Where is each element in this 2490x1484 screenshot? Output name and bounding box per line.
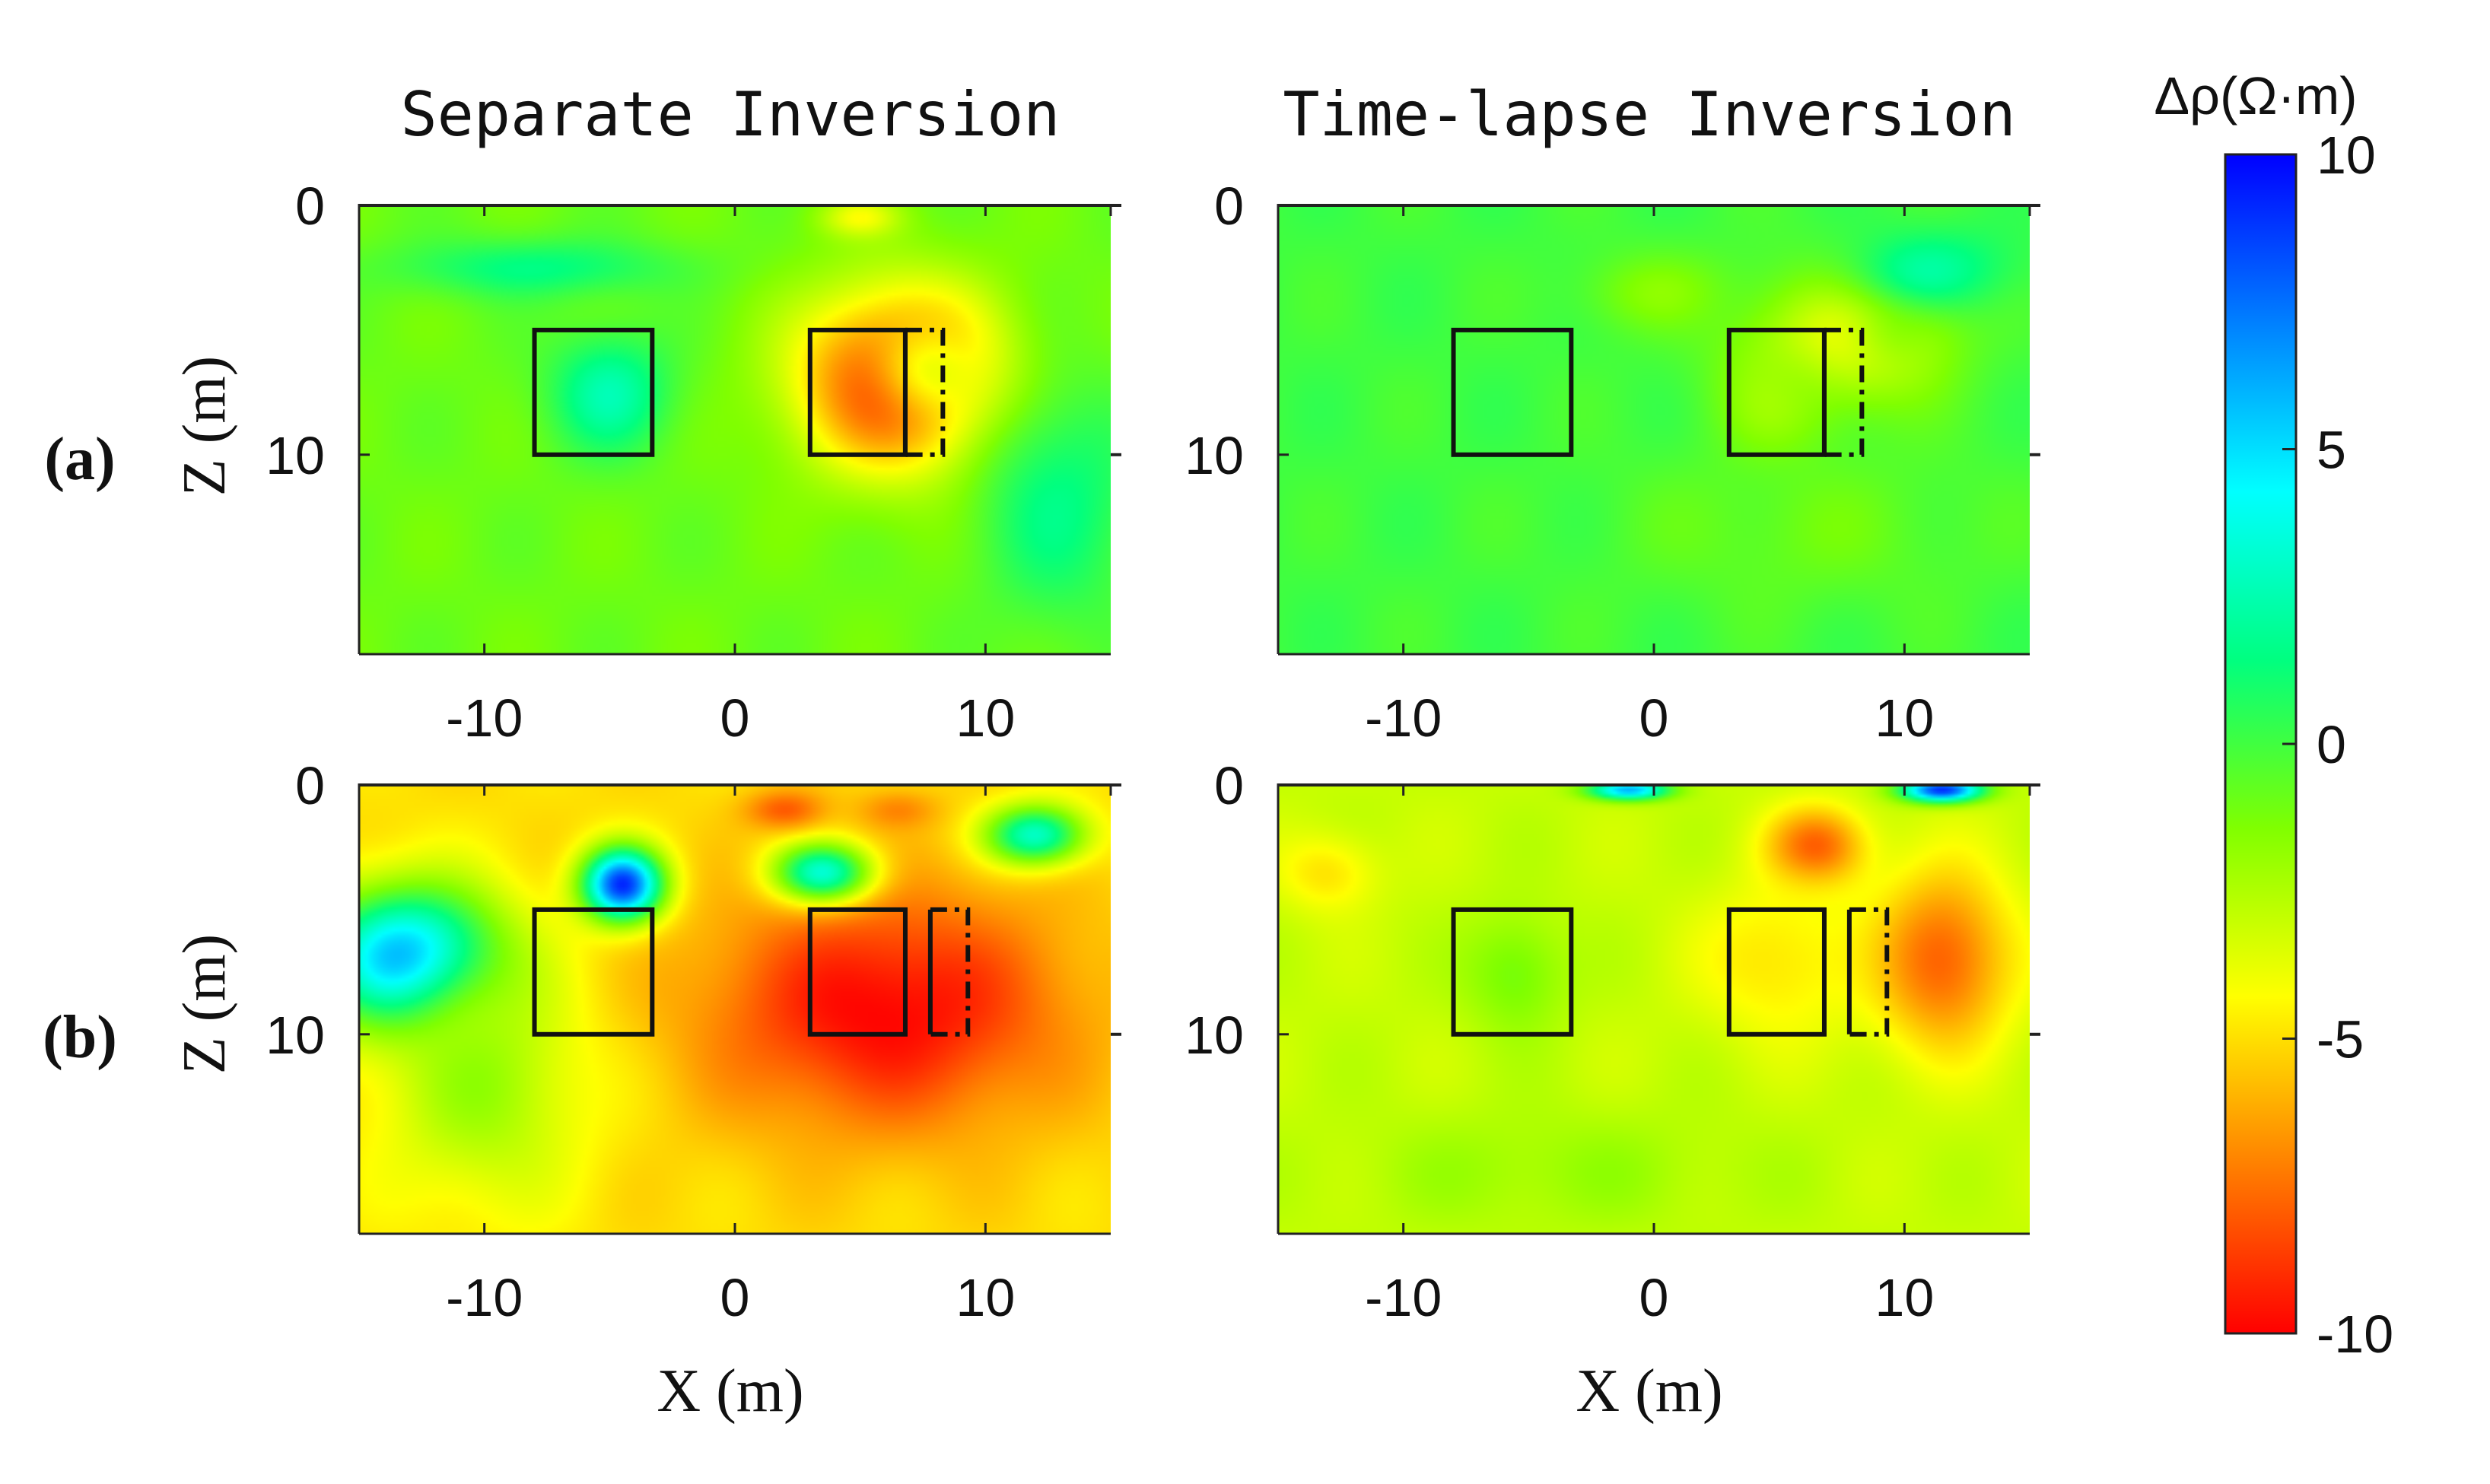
x-tick-label: -10 [1365, 688, 1442, 748]
target-box [807, 907, 908, 1037]
x-tick-label: -10 [1365, 1268, 1442, 1327]
y-axis-label-a: Z (m) [171, 356, 238, 496]
y-axis-label-b: Z (m) [171, 934, 238, 1074]
shifted-box [930, 907, 971, 1037]
x-tick-label: 0 [720, 1268, 750, 1327]
heatmap-field [1278, 785, 2030, 1234]
x-tick-label: -10 [446, 1268, 523, 1327]
colorbar-tick-label: -5 [2317, 1010, 2364, 1069]
x-tick-label: 0 [1639, 1268, 1669, 1327]
target-box [532, 907, 655, 1037]
row-label-b: (b) [43, 1004, 117, 1071]
heatmap-field [1278, 205, 2030, 654]
y-tick-label: 0 [1214, 756, 1244, 815]
heatmap-field [359, 205, 1111, 654]
colorbar-tick-label: 5 [2317, 421, 2346, 480]
shifted-box [1824, 327, 1865, 457]
y-tick-label: 0 [1214, 176, 1244, 236]
colorbar-label: Δρ(Ω·m) [2154, 66, 2357, 126]
shifted-box [905, 327, 946, 457]
y-tick-label: 10 [266, 426, 325, 485]
heatmap-field [359, 785, 1111, 1234]
x-tick-label: 10 [956, 1268, 1015, 1327]
y-tick-label: 0 [295, 176, 325, 236]
y-tick-label: 10 [1185, 1006, 1244, 1065]
x-tick-label: 0 [720, 688, 750, 748]
target-box [1726, 907, 1827, 1037]
x-axis-label-timelapse: X (m) [1576, 1358, 1722, 1425]
panel-a-separate: -10 0 10 0 10 [266, 176, 1121, 748]
x-axis-label-separate: X (m) [657, 1358, 803, 1425]
column-title-timelapse: Time-lapse Inversion [1283, 79, 2015, 150]
x-tick-label: 10 [956, 688, 1015, 748]
x-tick-label: -10 [446, 688, 523, 748]
colorbar-tick-label: -10 [2317, 1304, 2393, 1364]
y-tick-label: 10 [266, 1006, 325, 1065]
panel-b-timelapse: -10 0 10 0 10 [1185, 756, 2040, 1327]
y-tick-label: 10 [1185, 426, 1244, 485]
panel-a-timelapse: -10 0 10 0 10 [1185, 176, 2040, 748]
colorbar: Δρ(Ω·m) 10 5 0 -5 -10 [2154, 66, 2393, 1364]
x-tick-label: 10 [1875, 688, 1934, 748]
x-tick-label: 10 [1875, 1268, 1934, 1327]
colorbar-tick-label: 10 [2317, 126, 2376, 185]
target-box [532, 327, 655, 457]
panels: -10 0 10 0 10 -10 0 10 0 10 -10 0 10 0 10 -10 0 10 0 10 [266, 176, 2040, 1327]
target-box [1451, 327, 1574, 457]
panel-b-separate: -10 0 10 0 10 [266, 756, 1121, 1327]
row-label-a: (a) [44, 426, 115, 493]
shifted-box [1849, 907, 1890, 1037]
colorbar-tick-label: 0 [2317, 715, 2346, 774]
target-box [1451, 907, 1574, 1037]
y-tick-label: 0 [295, 756, 325, 815]
x-tick-label: 0 [1639, 688, 1669, 748]
column-title-separate: Separate Inversion [401, 79, 1061, 150]
